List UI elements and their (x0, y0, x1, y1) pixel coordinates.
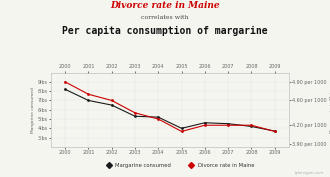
Text: Per capita consumption of margarine: Per capita consumption of margarine (62, 26, 268, 36)
Y-axis label: Margarine consumed: Margarine consumed (31, 87, 35, 133)
Text: Margarine consumed: Margarine consumed (115, 163, 171, 168)
Text: Divorce rate in Maine: Divorce rate in Maine (110, 1, 220, 10)
Text: correlates with: correlates with (141, 15, 189, 20)
Text: Divorce rate in Maine: Divorce rate in Maine (198, 163, 254, 168)
Text: tylervigen.com: tylervigen.com (294, 171, 323, 175)
